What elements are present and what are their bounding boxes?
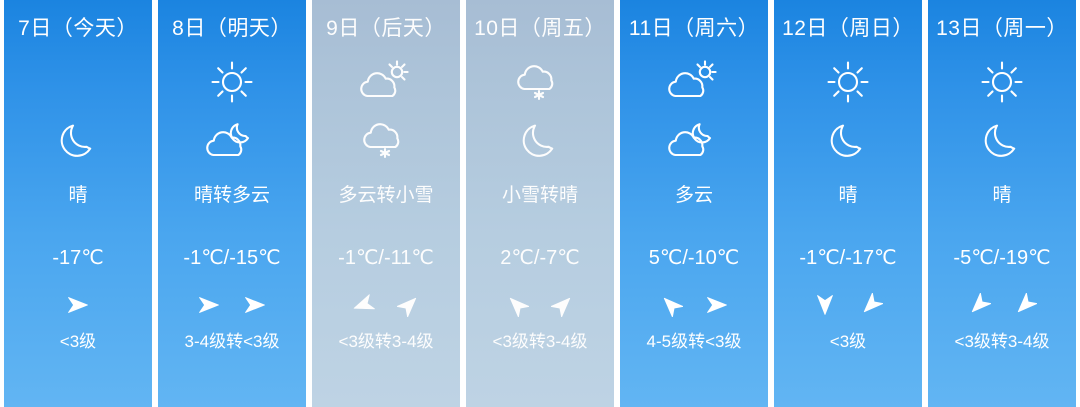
condition-text: 晴 [838,185,858,206]
wind-direction-arrows [813,291,883,319]
wind-direction-arrows [66,291,90,319]
weather-icon-stack [666,56,722,174]
weather-icon-stack [358,56,414,174]
wind-direction-arrows [967,291,1037,319]
arrow-east-icon [243,293,267,317]
temperature-text: -17℃ [52,247,104,269]
weather-icon-stack [974,56,1030,174]
cloud-moon-icon [666,114,722,166]
weather-icon-stack [512,56,568,174]
sun-icon [974,56,1030,108]
arrow-northwest-icon [659,293,683,317]
forecast-day-column[interactable]: 9日（后天） 多云转小雪 -1℃/-11℃ <3级转3-4级 [312,0,460,407]
arrow-southwest-icon [967,293,991,317]
sun-icon [820,56,876,108]
day-weather-icon-empty [50,56,106,108]
condition-text: 晴 [68,185,88,206]
wind-direction-arrows [505,291,575,319]
date-header: 11日（周六） [628,17,760,40]
condition-text: 小雪转晴 [501,185,578,206]
condition-text: 多云转小雪 [338,185,434,206]
temperature-text: 5℃/-10℃ [648,247,740,269]
weather-icon-stack [204,56,260,174]
forecast-day-column[interactable]: 13日（周一） 晴 -5℃/-19℃ <3级转3-4级 [928,0,1076,407]
weather-icon-stack [820,56,876,174]
moon-icon [820,114,876,166]
wind-level-text: <3级转3-4级 [338,332,434,351]
forecast-day-column[interactable]: 10日（周五） 小雪转晴 2℃/-7℃ <3级转3-4级 [466,0,614,407]
arrow-east-icon [705,293,729,317]
sun-icon [204,56,260,108]
wind-level-text: 4-5级转<3级 [646,332,742,351]
temperature-text: -1℃/-17℃ [799,247,897,269]
temperature-text: -5℃/-19℃ [953,247,1051,269]
condition-text: 晴 [992,185,1012,206]
date-header: 8日（明天） [172,17,292,40]
wind-direction-arrows [351,291,421,319]
forecast-day-column[interactable]: 11日（周六） 多云 5℃/-10℃ 4-5级转<3级 [620,0,768,407]
wind-direction-arrows [197,291,267,319]
cloud-sun-icon [666,56,722,108]
wind-level-text: 3-4级转<3级 [184,332,280,351]
wind-level-text: <3级 [59,332,97,351]
forecast-day-column[interactable]: 8日（明天） 晴转多云 -1℃/-15℃ 3-4级转<3级 [158,0,306,407]
temperature-text: -1℃/-11℃ [338,247,434,269]
condition-text: 多云 [674,185,713,206]
arrow-east-icon [197,293,221,317]
cloud-moon-icon [204,114,260,166]
forecast-day-column[interactable]: 7日（今天） 晴 -17℃ <3级 [4,0,152,407]
wind-level-text: <3级转3-4级 [492,332,588,351]
arrow-northeast-icon [551,293,575,317]
arrow-south-icon [813,293,837,317]
moon-icon [50,114,106,166]
moon-icon [512,114,568,166]
moon-icon [974,114,1030,166]
temperature-text: -1℃/-15℃ [183,247,281,269]
date-header: 10日（周五） [474,17,606,40]
forecast-day-column[interactable]: 12日（周日） 晴 -1℃/-17℃ <3级 [774,0,922,407]
date-header: 13日（周一） [936,17,1068,40]
date-header: 9日（后天） [326,17,446,40]
wind-direction-arrows [659,291,729,319]
date-header: 12日（周日） [782,17,914,40]
temperature-text: 2℃/-7℃ [500,247,580,269]
cloud-snow-icon [358,114,414,166]
wind-level-text: <3级转3-4级 [954,332,1050,351]
arrow-southwest-icon [1013,293,1037,317]
arrow-northeast-icon [397,293,421,317]
date-header: 7日（今天） [18,17,138,40]
arrow-west-northwest-icon [351,293,375,317]
wind-level-text: <3级 [829,332,867,351]
weather-icon-stack [50,56,106,174]
arrow-east-icon [66,293,90,317]
cloud-sun-icon [358,56,414,108]
cloud-snow-icon [512,56,568,108]
arrow-southwest-icon [859,293,883,317]
condition-text: 晴转多云 [193,185,270,206]
arrow-northwest-icon [505,293,529,317]
